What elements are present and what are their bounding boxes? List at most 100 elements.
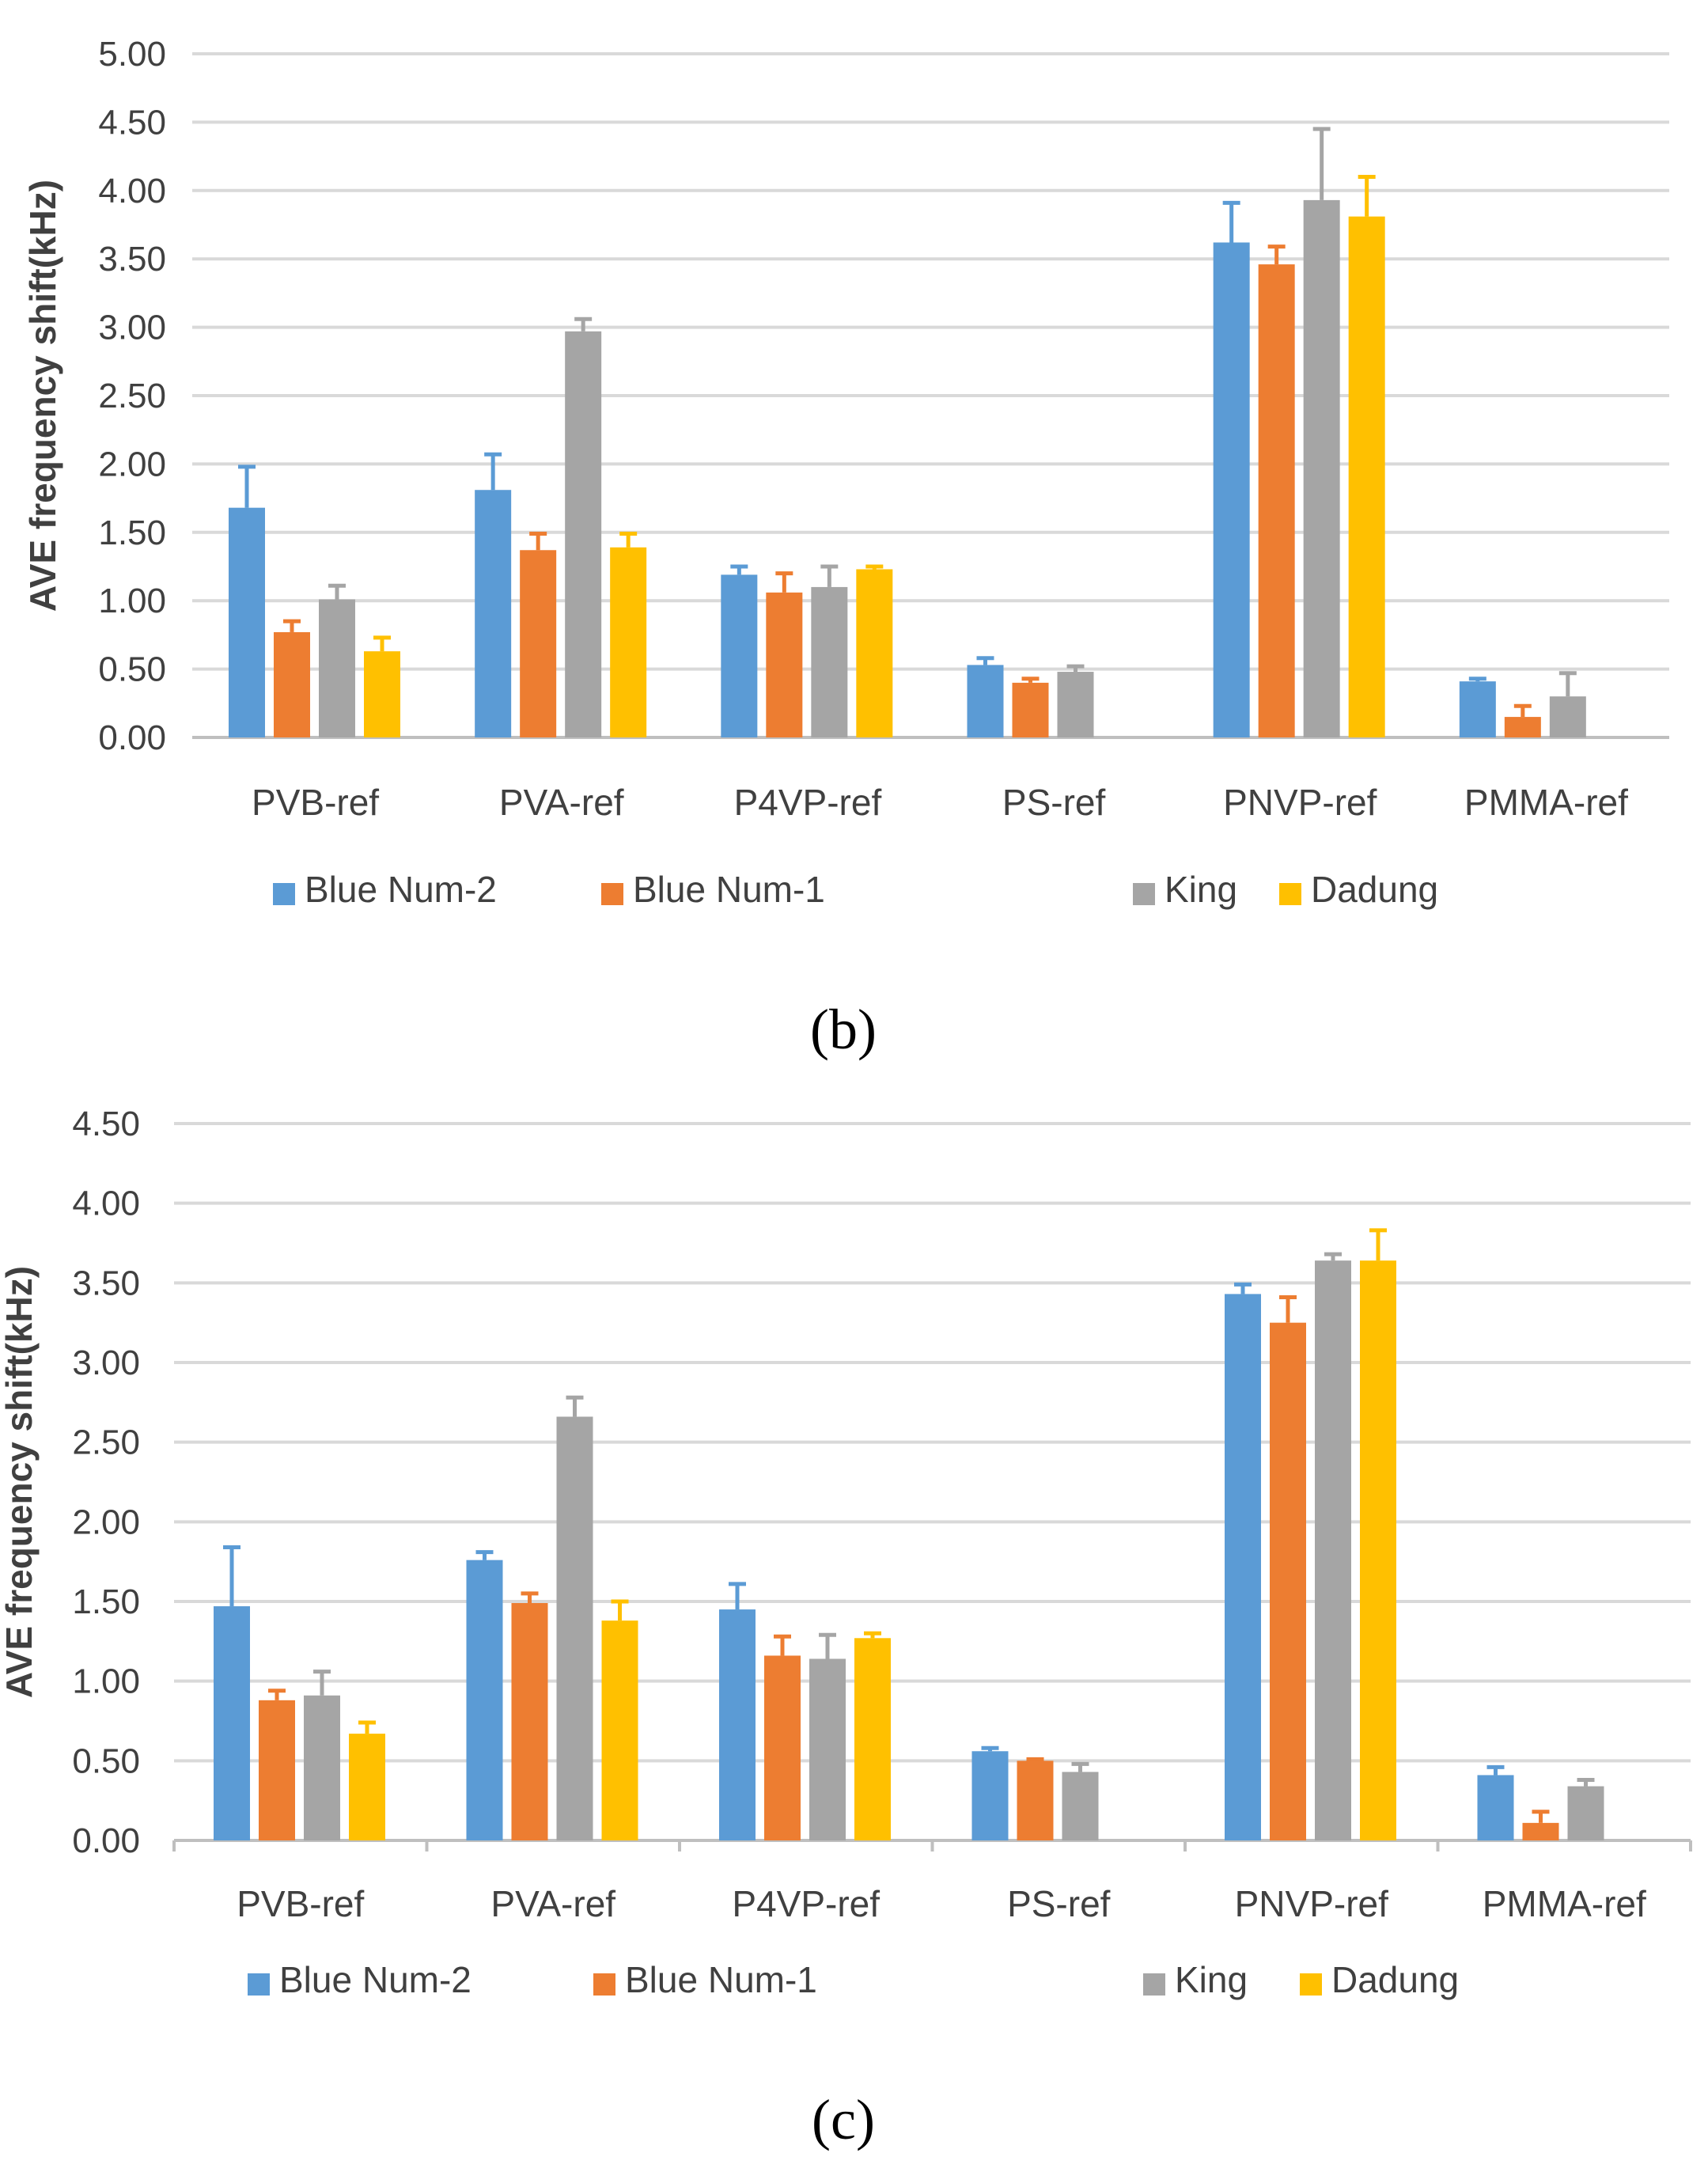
legend-label: Dadung <box>1311 869 1438 910</box>
y-tick-label: 4.00 <box>98 172 166 210</box>
x-tick-label: PMMA-ref <box>1464 782 1628 823</box>
y-tick-label: 0.50 <box>72 1742 140 1780</box>
y-axis-title: AVE frequency shift(kHz) <box>0 1266 40 1698</box>
bar-dadung-pnvp-ref <box>1360 1260 1396 1840</box>
y-tick-label: 3.50 <box>72 1264 140 1302</box>
y-tick-label: 3.00 <box>98 309 166 347</box>
legend-label: Blue Num-1 <box>625 1959 817 2000</box>
legend-swatch <box>248 1973 270 1996</box>
bar-blue-num-2-pvb-ref <box>214 1606 250 1840</box>
y-axis-title: AVE frequency shift(kHz) <box>22 180 63 612</box>
bar-king-pnvp-ref <box>1315 1260 1351 1840</box>
y-tick-label: 1.00 <box>72 1662 140 1701</box>
bar-king-pva-ref <box>556 1416 593 1840</box>
y-tick-label: 0.00 <box>72 1821 140 1860</box>
legend-label: King <box>1165 869 1237 910</box>
x-tick-label: PS-ref <box>1002 782 1106 823</box>
legend-swatch <box>1279 883 1301 905</box>
legend-label: King <box>1175 1959 1248 2000</box>
x-tick-label: PVA-ref <box>499 782 624 823</box>
bar-dadung-pvb-ref <box>349 1734 385 1840</box>
bar-blue-num-1-p4vp-ref <box>766 592 803 737</box>
bar-blue-num-1-pva-ref <box>511 1603 548 1840</box>
y-tick-label: 0.00 <box>98 718 166 757</box>
bar-blue-num-2-pva-ref <box>466 1560 503 1840</box>
legend-label: Blue Num-1 <box>633 869 825 910</box>
bar-king-pvb-ref <box>304 1695 340 1840</box>
bar-dadung-pva-ref <box>601 1620 638 1840</box>
bar-blue-num-1-pmma-ref <box>1504 717 1541 737</box>
bar-king-pvb-ref <box>319 599 355 737</box>
x-tick-label: PVB-ref <box>237 1883 364 1924</box>
bar-blue-num-2-ps-ref <box>967 665 1004 737</box>
y-tick-label: 1.50 <box>98 514 166 552</box>
bar-blue-num-1-pvb-ref <box>274 631 310 737</box>
bar-king-ps-ref <box>1062 1772 1099 1840</box>
x-tick-label: PNVP-ref <box>1235 1883 1388 1924</box>
bar-dadung-p4vp-ref <box>856 569 893 737</box>
bar-blue-num-2-pmma-ref <box>1477 1775 1514 1840</box>
y-tick-label: 2.00 <box>72 1503 140 1541</box>
bar-blue-num-1-ps-ref <box>1017 1761 1054 1840</box>
y-tick-label: 4.50 <box>98 103 166 142</box>
bar-blue-num-1-pnvp-ref <box>1258 264 1295 737</box>
y-tick-label: 0.50 <box>98 650 166 689</box>
chart-panel-c: 0.00 0.50 1.00 1.50 2.00 2.50 3.00 3.50 4.00 4.50… <box>0 1105 1692 2151</box>
bar-king-pva-ref <box>565 331 602 737</box>
y-tick-label: 2.50 <box>72 1423 140 1462</box>
bar-king-pmma-ref <box>1549 696 1586 737</box>
bar-blue-num-2-pnvp-ref <box>1225 1294 1261 1840</box>
y-tick-label: 2.00 <box>98 445 166 483</box>
panel-label: (c) <box>812 2088 875 2151</box>
legend-swatch <box>273 883 295 905</box>
bar-blue-num-1-pvb-ref <box>259 1700 295 1840</box>
y-tick-label: 5.00 <box>98 35 166 74</box>
bar-king-ps-ref <box>1057 672 1094 737</box>
bar-blue-num-2-pvb-ref <box>229 507 265 737</box>
x-tick-label: PNVP-ref <box>1223 782 1377 823</box>
x-tick-label: PS-ref <box>1007 1883 1111 1924</box>
chart-panel-b: 0.00 0.50 1.00 1.50 2.00 2.50 3.00 3.50 4.00 4.50… <box>22 35 1669 1061</box>
y-tick-label: 1.50 <box>72 1582 140 1621</box>
bar-blue-num-2-p4vp-ref <box>721 574 758 737</box>
legend-label: Blue Num-2 <box>305 869 497 910</box>
bar-dadung-pvb-ref <box>364 651 400 737</box>
panel-label: (b) <box>810 998 877 1061</box>
y-tick-label: 3.50 <box>98 240 166 279</box>
x-tick-label: P4VP-ref <box>732 1883 880 1924</box>
legend-swatch <box>1143 1973 1165 1996</box>
bar-blue-num-2-ps-ref <box>971 1751 1009 1840</box>
bar-blue-num-1-p4vp-ref <box>764 1655 801 1840</box>
bar-king-p4vp-ref <box>811 586 848 737</box>
bar-king-pmma-ref <box>1567 1786 1604 1840</box>
y-tick-label: 3.00 <box>72 1344 140 1382</box>
bar-king-p4vp-ref <box>809 1658 846 1840</box>
bar-dadung-pnvp-ref <box>1348 216 1385 738</box>
bar-dadung-p4vp-ref <box>854 1638 891 1840</box>
bar-blue-num-2-p4vp-ref <box>719 1609 756 1840</box>
x-tick-label: PVB-ref <box>252 782 379 823</box>
bar-blue-num-1-pva-ref <box>520 550 557 737</box>
bar-blue-num-1-pmma-ref <box>1522 1822 1559 1840</box>
bar-dadung-pva-ref <box>610 547 647 737</box>
legend-swatch <box>1300 1973 1322 1996</box>
legend-swatch <box>601 883 623 905</box>
x-tick-label: P4VP-ref <box>734 782 882 823</box>
legend-swatch <box>1133 883 1155 905</box>
legend-label: Blue Num-2 <box>279 1959 471 2000</box>
legend-swatch <box>593 1973 615 1996</box>
bar-blue-num-2-pmma-ref <box>1459 681 1496 737</box>
bar-king-pnvp-ref <box>1303 199 1340 737</box>
y-tick-label: 4.50 <box>72 1105 140 1143</box>
y-tick-label: 1.00 <box>98 582 166 620</box>
bar-blue-num-1-ps-ref <box>1012 682 1049 737</box>
bar-blue-num-2-pva-ref <box>475 490 512 737</box>
x-tick-label: PVA-ref <box>490 1883 615 1924</box>
y-tick-label: 4.00 <box>72 1184 140 1223</box>
x-tick-label: PMMA-ref <box>1483 1883 1646 1924</box>
bar-blue-num-1-pnvp-ref <box>1270 1322 1306 1840</box>
legend-label: Dadung <box>1331 1959 1459 2000</box>
y-tick-label: 2.50 <box>98 377 166 415</box>
bar-blue-num-2-pnvp-ref <box>1213 242 1250 737</box>
